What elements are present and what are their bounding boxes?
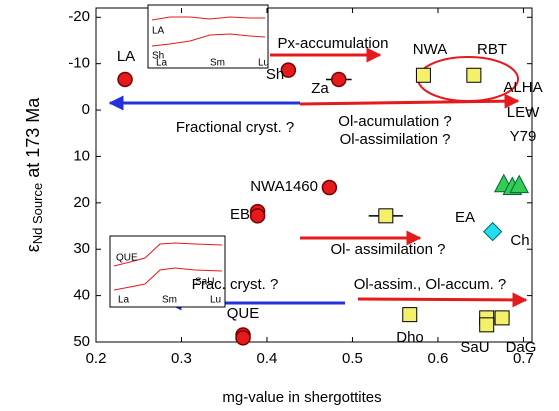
annotation: Sh [266,66,284,83]
annotation: EA [455,209,475,226]
annotation: Fractional cryst. ? [176,119,294,136]
annotation: DaG [506,339,537,356]
y-tick-label: 10 [73,147,90,164]
inset-label: Lu [258,58,269,69]
y-label-symbol: ε [23,244,43,252]
inset-label: LA [152,26,165,37]
point [280,62,297,78]
y-axis-label: εNd Source at 173 Ma [23,97,46,252]
annotation: LA [117,48,135,65]
y-tick-label: 40 [73,287,90,304]
x-tick-label: 0.3 [171,350,192,367]
inset-label: La [156,58,168,69]
point [479,317,495,333]
x-axis-label: mg-value in shergottites [222,389,381,406]
point [249,208,266,224]
x-tick-label: 0.4 [257,350,278,367]
inset-label: Sh [152,51,164,62]
point [321,179,338,196]
y-tick-label: 20 [73,194,90,211]
point [415,67,431,83]
y-tick-label: -20 [68,8,90,25]
inset-label: Sm [210,58,225,69]
x-tick-label: 0.5 [342,350,363,367]
point [509,174,530,194]
point [494,310,510,326]
plot-frame [95,7,533,343]
annotation: RBT [477,41,507,58]
inset-label: Lu [210,295,221,306]
x-tick-label: 0.7 [513,350,534,367]
point [402,307,418,323]
point [482,221,503,242]
y-tick-label: 0 [82,101,90,118]
annotation: ALHA [503,79,542,96]
annotation: NWA1460 [250,178,318,195]
annotation: SaU [460,339,489,356]
annotation: Px-accumulation [278,35,389,52]
annotation: Ol-assimilation ? [340,131,451,148]
x-tick-label: 0.6 [428,350,449,367]
annotation: Ch [510,232,529,249]
inset-label: SaU [195,277,214,288]
point [378,208,394,224]
annotation: Ol- assimilation ? [330,241,445,258]
inset-bottom [109,235,226,308]
annotation: EB [230,206,250,223]
annotation: QUE [227,305,260,322]
point [331,71,347,88]
annotation: LEW [507,104,540,121]
point [235,330,251,346]
y-tick-label: 50 [73,333,90,350]
annotation: Y79 [510,128,537,145]
y-tick-label: -10 [68,55,90,72]
inset-label: La [118,295,130,306]
inset-top [147,4,269,69]
annotation: Dho [396,329,424,346]
point [117,71,133,88]
y-tick-label: 30 [73,240,90,257]
point [466,67,482,83]
y-label-rest: at 173 Ma [23,97,43,183]
inset-label: QUE [116,253,138,264]
inset-label: Sm [162,295,177,306]
annotation: Za [311,80,329,97]
annotation: Ol-acumulation ? [338,113,451,130]
x-tick-label: 0.2 [86,350,107,367]
annotation: Ol-assim., Ol-accum. ? [354,276,507,293]
y-label-subscript: Nd Source [30,183,45,244]
annotation: NWA [413,41,447,58]
annotation: Frac. cryst. ? [192,276,279,293]
